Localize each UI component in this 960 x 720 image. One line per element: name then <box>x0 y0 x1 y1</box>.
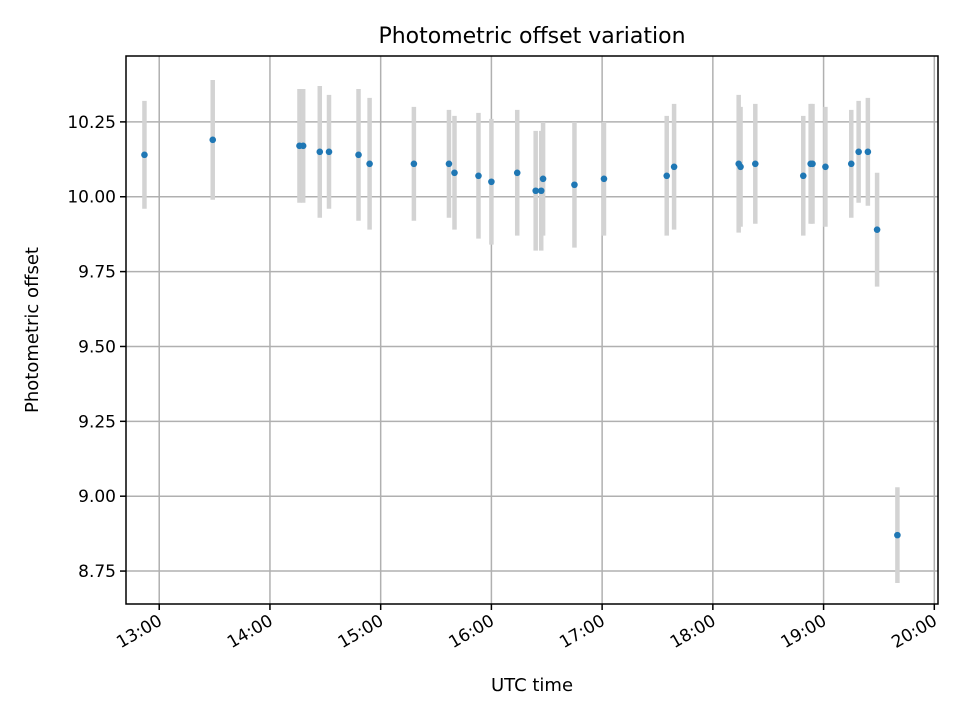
y-tick-label: 9.75 <box>78 263 116 283</box>
data-point <box>822 163 829 171</box>
y-tick-label: 8.75 <box>78 562 116 582</box>
y-tick-label: 10.25 <box>67 113 116 133</box>
data-point <box>451 169 458 177</box>
data-point <box>600 175 608 183</box>
data-point <box>855 148 862 156</box>
data-point <box>799 172 807 180</box>
data-point <box>475 172 482 180</box>
data-point <box>445 160 453 168</box>
x-tick-label: 14:00 <box>224 611 276 653</box>
data-point <box>513 169 521 177</box>
data-point <box>316 148 324 156</box>
x-tick-label: 15:00 <box>335 611 387 653</box>
data-point <box>355 151 362 159</box>
x-axis-label: UTC time <box>491 675 573 696</box>
data-point <box>488 178 495 186</box>
y-tick-label: 10.00 <box>67 188 116 208</box>
data-point <box>864 148 872 156</box>
data-point <box>873 226 881 233</box>
x-tick-label: 20:00 <box>888 611 940 653</box>
data-point <box>539 175 547 183</box>
errorbar-layer <box>142 79 900 584</box>
x-tick-label: 17:00 <box>556 611 608 653</box>
data-point <box>670 163 678 171</box>
data-point <box>809 160 816 168</box>
data-point <box>410 160 418 168</box>
data-point <box>752 160 759 168</box>
data-point <box>571 181 578 189</box>
chart-title: Photometric offset variation <box>378 24 685 49</box>
y-tick-label: 9.50 <box>78 337 116 357</box>
data-point <box>366 160 373 168</box>
x-tick-label: 13:00 <box>113 611 165 653</box>
y-tick-label: 9.00 <box>78 487 116 507</box>
data-point <box>532 187 539 195</box>
data-point <box>537 187 545 195</box>
marker-layer <box>141 136 901 539</box>
y-axis-label: Photometric offset <box>22 247 43 413</box>
data-point <box>325 148 333 156</box>
plot-frame <box>125 55 939 605</box>
data-point <box>847 160 855 168</box>
data-point <box>737 163 744 171</box>
data-point <box>894 531 901 539</box>
data-point <box>299 142 307 150</box>
data-point <box>663 172 671 180</box>
x-tick-label: 16:00 <box>445 611 497 653</box>
data-point <box>209 136 217 144</box>
y-tick-label: 9.25 <box>78 412 116 432</box>
x-tick-label: 18:00 <box>667 611 719 653</box>
data-point <box>141 151 148 159</box>
x-tick-label: 19:00 <box>778 611 830 653</box>
grid-layer <box>126 56 938 604</box>
